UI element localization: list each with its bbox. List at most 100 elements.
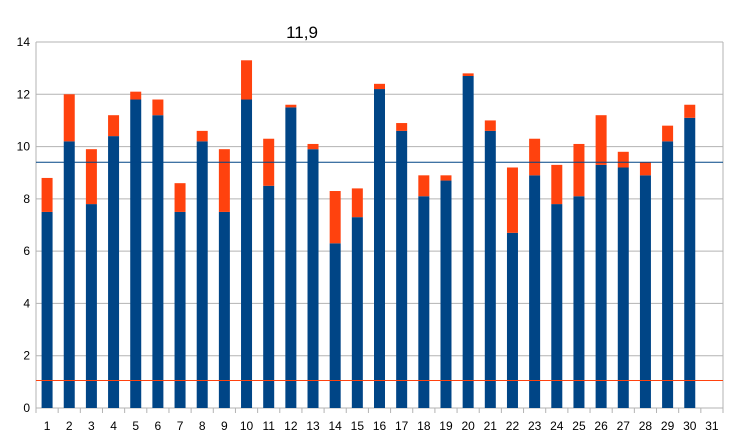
x-tick-label: 27 — [617, 419, 631, 433]
x-tick-label: 22 — [506, 419, 520, 433]
x-tick-label: 24 — [550, 419, 564, 433]
bar-30-series-1 — [684, 117, 696, 409]
x-tick-label: 3 — [88, 419, 95, 433]
bar-25-series-2 — [573, 143, 585, 197]
bar-27-series-2 — [617, 151, 629, 168]
bar-7-series-2 — [174, 183, 186, 212]
x-tick-label: 4 — [110, 419, 117, 433]
y-tick-label: 0 — [23, 401, 30, 415]
x-tick-label: 16 — [373, 419, 387, 433]
bar-18-series-1 — [418, 196, 430, 408]
x-tick-label: 28 — [639, 419, 653, 433]
x-tick-label: 13 — [306, 419, 320, 433]
bar-8-series-1 — [196, 141, 208, 409]
bar-12-series-2 — [285, 104, 297, 108]
bar-7-series-1 — [174, 211, 186, 408]
x-tick-label: 18 — [417, 419, 431, 433]
bar-26-series-1 — [595, 164, 607, 408]
x-tick-label: 12 — [284, 419, 298, 433]
bar-24-series-2 — [551, 164, 563, 205]
bar-14-series-1 — [329, 243, 341, 408]
bar-17-series-1 — [396, 130, 408, 408]
x-tick-label: 25 — [572, 419, 586, 433]
bar-6-series-1 — [152, 115, 164, 408]
y-tick-label: 4 — [23, 296, 30, 310]
bar-2-series-1 — [63, 141, 75, 409]
x-tick-label: 26 — [594, 419, 608, 433]
x-tick-label: 31 — [705, 419, 719, 433]
x-tick-label: 20 — [461, 419, 475, 433]
bar-13-series-2 — [307, 143, 319, 150]
bar-22-series-1 — [506, 232, 518, 408]
bar-14-series-2 — [329, 191, 341, 244]
bars — [41, 60, 696, 409]
bar-25-series-1 — [573, 196, 585, 408]
x-tick-label: 8 — [199, 419, 206, 433]
bar-30-series-2 — [684, 104, 696, 118]
bar-1-series-2 — [41, 177, 53, 212]
bar-10-series-2 — [241, 60, 253, 100]
bar-28-series-1 — [639, 175, 651, 408]
bar-21-series-2 — [484, 120, 496, 131]
y-tick-label: 14 — [17, 35, 31, 49]
x-tick-label: 5 — [132, 419, 139, 433]
bar-19-series-2 — [440, 175, 452, 181]
bar-6-series-2 — [152, 99, 164, 116]
bar-21-series-1 — [484, 130, 496, 408]
bar-10-series-1 — [241, 99, 253, 408]
bar-9-series-1 — [218, 211, 230, 408]
y-tick-label: 12 — [17, 87, 31, 101]
bar-4-series-1 — [108, 136, 120, 408]
bar-5-series-1 — [130, 99, 142, 408]
x-tick-label: 23 — [528, 419, 542, 433]
bar-29-series-2 — [662, 125, 674, 142]
x-tick-label: 21 — [484, 419, 498, 433]
bar-23-series-1 — [529, 175, 541, 408]
x-tick-label: 7 — [177, 419, 184, 433]
bar-19-series-1 — [440, 180, 452, 408]
bar-20-series-2 — [462, 73, 474, 76]
bar-26-series-2 — [595, 115, 607, 165]
x-tick-label: 11 — [262, 419, 275, 433]
bar-16-series-2 — [374, 83, 385, 90]
bar-2-series-2 — [63, 94, 75, 142]
bar-13-series-1 — [307, 149, 319, 408]
bar-28-series-2 — [639, 162, 651, 176]
bar-5-series-2 — [130, 91, 142, 100]
bar-9-series-2 — [218, 149, 230, 212]
bar-15-series-1 — [351, 217, 363, 408]
x-tick-label: 17 — [395, 419, 409, 433]
bar-29-series-1 — [662, 141, 674, 409]
x-tick-label: 2 — [66, 419, 73, 433]
bar-22-series-2 — [506, 167, 518, 233]
chart-title: 11,9 — [286, 23, 318, 42]
x-tick-label: 14 — [328, 419, 342, 433]
x-tick-label: 29 — [661, 419, 675, 433]
bar-8-series-2 — [196, 130, 208, 142]
bar-1-series-1 — [41, 211, 53, 408]
y-tick-label: 10 — [17, 140, 31, 154]
bar-3-series-1 — [85, 204, 97, 408]
bar-16-series-1 — [374, 89, 385, 409]
bar-3-series-2 — [85, 149, 97, 205]
y-tick-label: 8 — [23, 192, 30, 206]
x-tick-label: 1 — [44, 419, 51, 433]
y-axis-ticks: 0 2 4 6 8 10 12 14 — [17, 35, 31, 415]
bar-15-series-2 — [351, 188, 363, 218]
y-tick-label: 2 — [23, 349, 30, 363]
bar-11-series-1 — [263, 185, 275, 408]
x-tick-label: 6 — [155, 419, 162, 433]
bar-4-series-2 — [108, 115, 120, 137]
x-axis-ticks: 1 2 3 4 5 6 7 8 9 10 11 12 13 14 15 16 17 18 19 20 21 22 23 24 2… — [44, 419, 719, 433]
x-tick-label: 10 — [240, 419, 254, 433]
x-tick-label: 30 — [683, 419, 697, 433]
bar-24-series-1 — [551, 204, 563, 408]
bar-20-series-1 — [462, 75, 474, 408]
bar-18-series-2 — [418, 175, 430, 197]
bar-23-series-2 — [529, 138, 541, 176]
bar-27-series-1 — [617, 167, 629, 408]
reference-lines — [36, 161, 723, 382]
x-tick-label: 15 — [351, 419, 365, 433]
